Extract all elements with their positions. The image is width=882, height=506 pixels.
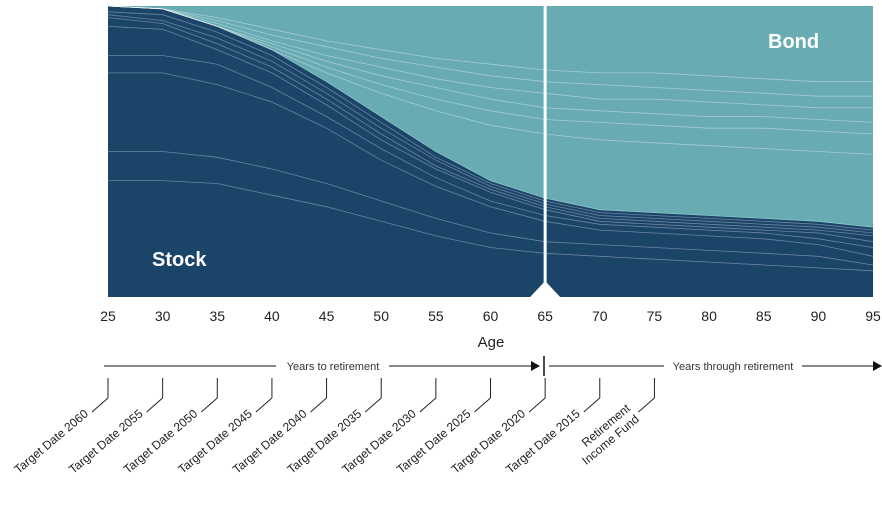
fund-leader-diagonal (310, 397, 327, 413)
x-tick-label: 85 (756, 308, 772, 324)
bond-internal-line (107, 5, 874, 135)
x-tick-label: 60 (483, 308, 499, 324)
bond-internal-line (107, 5, 873, 109)
bond-internal-line (107, 5, 873, 83)
stock-internal-line (107, 11, 874, 231)
stock-internal-line (108, 151, 874, 266)
x-tick-label: 40 (264, 308, 280, 324)
timeline-arrow-left (531, 361, 540, 371)
x-axis-title: Age (478, 334, 505, 351)
stock-internal-line (108, 55, 874, 248)
stock-area (108, 6, 873, 297)
bond-area-label: Bond (768, 31, 819, 53)
fund-label: RetirementIncome Fund (570, 401, 642, 468)
x-tick-label: 25 (100, 308, 116, 324)
x-tick-label: 50 (373, 308, 389, 324)
stock-internal-line (108, 72, 874, 257)
stock-internal-line (107, 14, 874, 234)
x-tick-label: 70 (592, 308, 608, 324)
x-axis-ticks: 25 30 35 40 45 50 55 60 65 70 75 80 85 90 95 (100, 308, 881, 324)
bond-internal-line (107, 5, 873, 97)
years-through-retirement-label: Years through retirement (673, 361, 794, 373)
fund-leader-diagonal (364, 397, 382, 413)
stock-bond-boundary (107, 5, 874, 228)
x-tick-label: 35 (209, 308, 225, 324)
timeline-arrow-right (873, 361, 882, 371)
years-to-retirement-label: Years to retirement (287, 361, 380, 373)
plot-area (107, 5, 874, 297)
x-tick-label: 95 (865, 308, 881, 324)
timeline: Years to retirement Years through retirem… (104, 356, 882, 376)
bond-internal-line (107, 5, 874, 123)
x-tick-label: 80 (701, 308, 717, 324)
x-tick-label: 45 (319, 308, 335, 324)
fund-leader-diagonal (255, 397, 273, 413)
fund-leader-diagonal (528, 397, 546, 413)
fund-leader-diagonal (91, 397, 109, 413)
stock-internal-line (107, 26, 874, 243)
stock-area-label: Stock (152, 249, 207, 271)
stock-internal-line (108, 180, 874, 272)
fund-leader-diagonal (583, 397, 601, 413)
retirement-marker-triangle (530, 281, 561, 297)
stock-internal-line (107, 17, 874, 237)
x-tick-label: 55 (428, 308, 444, 324)
fund-leader-diagonal (419, 397, 437, 413)
x-tick-label: 30 (155, 308, 171, 324)
x-tick-label: 75 (647, 308, 663, 324)
fund-leader-diagonal (638, 397, 655, 413)
x-tick-label: 90 (811, 308, 827, 324)
fund-leader-diagonal (474, 397, 491, 413)
fund-leader-diagonal (146, 397, 163, 413)
fund-leader-diagonal (200, 397, 218, 413)
x-tick-label: 65 (537, 308, 553, 324)
bond-internal-line (107, 5, 874, 155)
